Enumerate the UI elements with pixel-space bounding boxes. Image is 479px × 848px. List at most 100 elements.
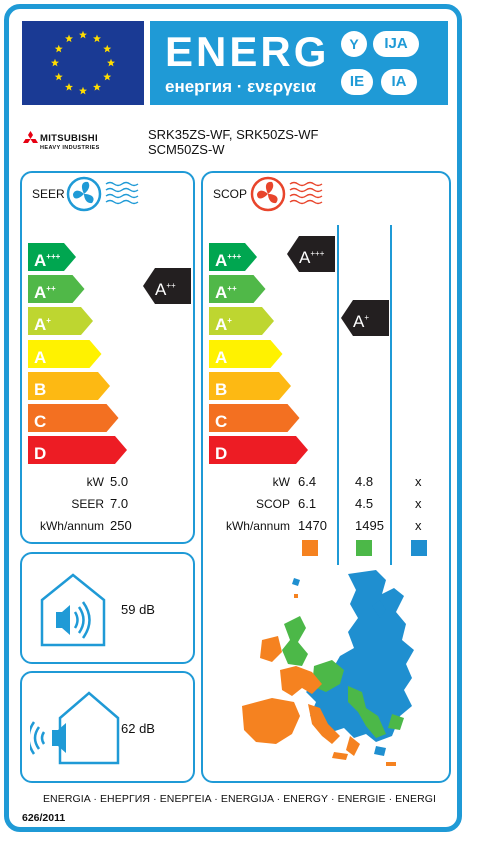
cooling-scale-arrow: D <box>28 436 127 465</box>
seer-heading: SEER <box>32 187 65 201</box>
heating-rating-warmer-text: A+++ <box>299 248 325 267</box>
mitsubishi-logo-icon <box>23 131 38 143</box>
cooling-rating-indicator: A++ <box>143 268 191 304</box>
model-line-1: SRK35ZS-WF, SRK50ZS-WF <box>148 127 319 142</box>
indoor-noise-panel <box>20 552 195 664</box>
scale-arrow-shape <box>28 436 127 465</box>
footer-languages: ENERGIA · ЕНЕРГИЯ · ΕΝΕΡΓΕΙΑ · ENERGIJA … <box>42 793 437 805</box>
heating-scale-arrow: B <box>209 371 291 400</box>
lang-badge-ie: IE <box>341 69 373 95</box>
heating-scale-arrow: A <box>209 339 283 368</box>
heating-row-value: 4.5 <box>355 496 374 511</box>
scale-arrow-shape <box>28 307 93 336</box>
heating-row-label: kW <box>272 475 290 489</box>
zone-square-average <box>356 540 372 556</box>
scale-class-label: D <box>34 444 47 464</box>
scale-arrow-shape <box>209 339 283 368</box>
zone-divider-1 <box>337 225 339 565</box>
eu-star-icon <box>103 44 112 53</box>
scale-class-label: A+ <box>34 315 51 335</box>
cooling-panel <box>20 171 195 544</box>
scale-arrow-shape <box>28 243 76 271</box>
lang-badge-ia: IA <box>381 69 417 95</box>
energy-subtitle: енергия · ενεργεια <box>165 77 316 96</box>
scale-class-label: A+++ <box>215 251 242 270</box>
scop-heading: SCOP <box>213 187 248 201</box>
cooling-scale-arrow: A+ <box>28 307 93 336</box>
scale-class-label: B <box>34 379 47 399</box>
heating-scale-arrow: A++ <box>209 275 266 304</box>
zone-square-warmer <box>302 540 318 556</box>
indicator-arrow-shape <box>341 300 389 336</box>
heating-scale-arrow: C <box>209 404 300 432</box>
indoor-noise-value: 59 dB <box>121 602 155 617</box>
heating-row-value: 1495 <box>355 518 384 533</box>
scale-class-label: B <box>215 379 228 399</box>
heating-rating-average-text: A+ <box>353 312 370 331</box>
brand-subname: HEAVY INDUSTRIES <box>40 145 100 151</box>
cooling-fan-icon <box>66 176 139 212</box>
scale-arrow-shape <box>209 371 291 400</box>
label-frame <box>4 4 462 832</box>
heating-row-label: kWh/annum <box>225 519 290 533</box>
cooling-scale-arrow: C <box>28 404 119 432</box>
eu-star-icon <box>79 30 87 39</box>
energy-banner: ENERG енергия · ενεργεια Y IJA IE IA <box>150 21 448 105</box>
indoor-unit-speaker-icon <box>40 573 106 647</box>
heating-row-value: 4.8 <box>355 474 374 489</box>
scale-class-label: A+ <box>215 315 232 335</box>
scale-class-label: A <box>215 347 228 367</box>
cooling-scale-arrow: A++ <box>28 275 85 304</box>
scale-class-label: C <box>215 412 228 431</box>
regulation-number: 626/2011 <box>22 812 66 824</box>
heating-fan-icon <box>250 176 323 212</box>
scale-class-label: C <box>34 412 47 431</box>
scale-class-label: A <box>34 347 47 367</box>
scale-arrow-shape <box>209 275 266 304</box>
eu-star-icon <box>107 58 115 67</box>
lang-badge-ija: IJA <box>373 31 419 57</box>
indicator-arrow-shape <box>287 236 335 272</box>
scale-arrow-shape <box>209 243 257 271</box>
cooling-row-label: kW <box>86 475 104 489</box>
scale-arrow-shape <box>28 339 102 368</box>
cooling-row-label: kWh/annum <box>39 519 104 533</box>
eu-star-icon <box>93 83 101 91</box>
scale-arrow-shape <box>28 275 85 304</box>
heating-row-value: 6.1 <box>298 496 317 511</box>
scale-class-label: D <box>215 444 228 464</box>
eu-star-icon <box>79 86 87 95</box>
scale-arrow-shape <box>28 371 110 400</box>
heating-panel <box>201 171 451 783</box>
heating-rating-average: A+ <box>341 300 389 336</box>
lang-badge-y: Y <box>341 31 367 57</box>
heating-scale-arrow: A+ <box>209 307 274 336</box>
scale-class-label: A++ <box>34 283 56 303</box>
energy-word: ENERG <box>165 28 330 75</box>
eu-star-icon <box>65 34 73 43</box>
heating-row-value: x <box>415 518 422 533</box>
cooling-row-value: 7.0 <box>110 496 129 511</box>
cooling-row-value: 5.0 <box>110 474 129 489</box>
outdoor-noise-panel <box>20 671 195 783</box>
eu-flag <box>22 21 144 105</box>
cooling-row-value: 250 <box>110 518 132 533</box>
outdoor-noise-value: 62 dB <box>121 721 155 736</box>
indicator-arrow-shape <box>143 268 191 304</box>
heating-scale-arrow: D <box>209 436 308 465</box>
eu-star-icon <box>54 72 63 81</box>
cooling-row-label: SEER <box>71 497 104 511</box>
scale-class-label: A++ <box>215 283 237 303</box>
eu-stars-icon <box>51 30 115 95</box>
cooling-rating-text: A++ <box>155 280 176 299</box>
model-line-2: SCM50ZS-W <box>148 142 225 157</box>
cooling-scale-arrow: B <box>28 371 110 400</box>
scale-arrow-shape <box>209 436 308 465</box>
heating-row-value: x <box>415 496 422 511</box>
eu-star-icon <box>65 83 73 91</box>
scale-arrow-shape <box>209 404 300 432</box>
heating-rating-warmer: A+++ <box>287 236 335 272</box>
scale-arrow-shape <box>209 307 274 336</box>
heating-scale-arrow: A+++ <box>209 243 257 271</box>
outdoor-unit-speaker-icon <box>30 691 120 765</box>
